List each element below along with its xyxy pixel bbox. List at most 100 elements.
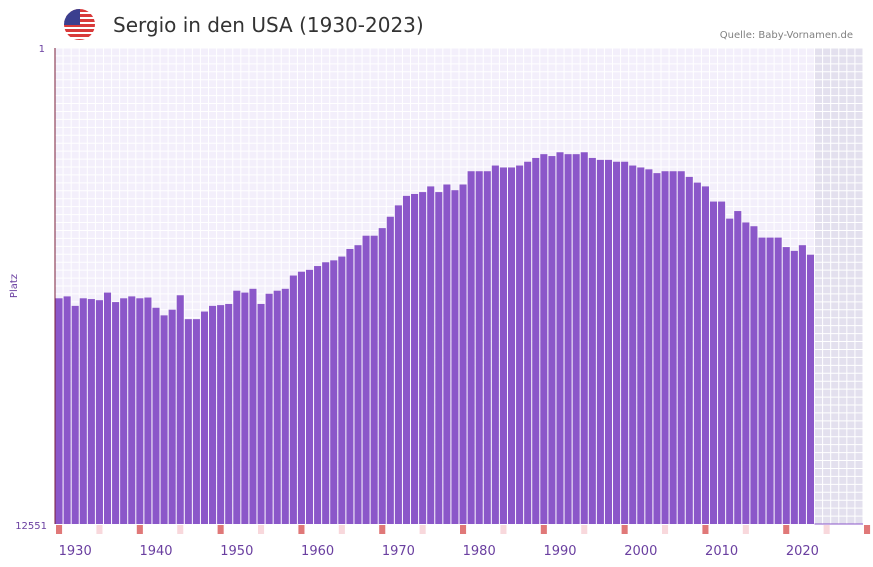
bar — [402, 195, 411, 524]
bar — [281, 288, 289, 524]
bar — [766, 237, 774, 524]
bar — [507, 167, 516, 525]
bar — [718, 201, 726, 524]
bar — [71, 305, 79, 524]
bar — [370, 235, 378, 524]
bar — [750, 226, 758, 524]
bar — [572, 154, 580, 525]
bar — [330, 260, 338, 524]
bar — [273, 290, 281, 524]
bar — [144, 297, 152, 524]
bar — [305, 269, 314, 524]
bar — [677, 171, 685, 524]
decade-marker — [702, 525, 709, 534]
decade-marker — [500, 525, 507, 534]
bar — [459, 184, 467, 524]
bar — [176, 295, 184, 524]
bar — [112, 302, 120, 524]
bar — [297, 271, 305, 524]
decade-marker — [96, 525, 103, 534]
bar — [637, 167, 645, 525]
decade-marker — [298, 525, 305, 534]
bar — [103, 292, 112, 524]
decade-marker — [823, 525, 830, 534]
chart-title: Sergio in den USA (1930-2023) — [113, 13, 424, 37]
bar — [669, 171, 677, 524]
bar — [87, 299, 95, 524]
bar — [184, 319, 192, 524]
decade-marker — [177, 525, 184, 534]
bar — [225, 303, 233, 524]
bar — [120, 298, 128, 524]
bar — [645, 169, 653, 525]
bar — [95, 300, 103, 524]
bar — [451, 190, 459, 524]
bar — [588, 157, 596, 524]
bar — [314, 266, 322, 524]
x-tick-label: 1950 — [220, 544, 253, 559]
decade-marker — [460, 525, 467, 534]
bar — [524, 161, 532, 524]
decade-marker — [338, 525, 345, 534]
bar — [443, 184, 451, 524]
bar — [798, 245, 806, 525]
bar — [491, 165, 499, 524]
bar — [564, 154, 572, 525]
bar — [152, 307, 160, 524]
bar — [394, 205, 402, 525]
bar — [192, 319, 200, 524]
decade-marker — [621, 525, 628, 534]
bar — [209, 305, 217, 524]
bar — [556, 152, 564, 524]
bar — [346, 248, 354, 524]
bar — [128, 296, 136, 524]
decade-marker — [217, 525, 224, 534]
bar — [200, 311, 209, 524]
x-tick-label: 2010 — [705, 544, 738, 559]
bar — [79, 298, 87, 524]
bar — [516, 165, 524, 524]
bar — [386, 216, 394, 524]
x-tick-label: 1990 — [543, 544, 576, 559]
bar — [629, 165, 637, 524]
decade-marker — [56, 525, 63, 534]
bar — [55, 298, 63, 524]
bar — [596, 159, 604, 524]
bar — [427, 186, 435, 524]
bar — [475, 171, 483, 524]
bar — [685, 176, 693, 524]
bar — [322, 262, 330, 524]
x-tick-label: 1980 — [463, 544, 496, 559]
bar — [580, 152, 588, 524]
bar — [782, 247, 790, 524]
bar — [693, 182, 701, 524]
decade-marker — [136, 525, 143, 534]
x-tick-label: 2020 — [786, 544, 819, 559]
bar — [217, 305, 225, 524]
decade-marker — [783, 525, 790, 534]
bar — [604, 159, 613, 524]
bar — [233, 290, 241, 524]
bar — [774, 237, 782, 524]
bar — [548, 156, 556, 525]
bar — [653, 173, 661, 524]
y-tick-label: 12551 — [15, 521, 47, 532]
decade-marker — [662, 525, 669, 534]
bar — [790, 250, 798, 524]
us-flag-icon — [64, 9, 95, 40]
bar — [435, 192, 443, 524]
bar — [338, 256, 346, 524]
bar — [257, 303, 265, 524]
decade-marker — [379, 525, 386, 534]
source-credit: Quelle: Baby-Vornamen.de — [719, 30, 853, 41]
bar — [354, 245, 362, 525]
bar — [613, 161, 621, 524]
bar — [249, 288, 257, 524]
bar — [483, 171, 491, 524]
bar — [289, 275, 297, 524]
bar — [734, 211, 742, 524]
bar — [241, 292, 249, 524]
bar — [499, 167, 507, 525]
bar — [709, 201, 718, 524]
